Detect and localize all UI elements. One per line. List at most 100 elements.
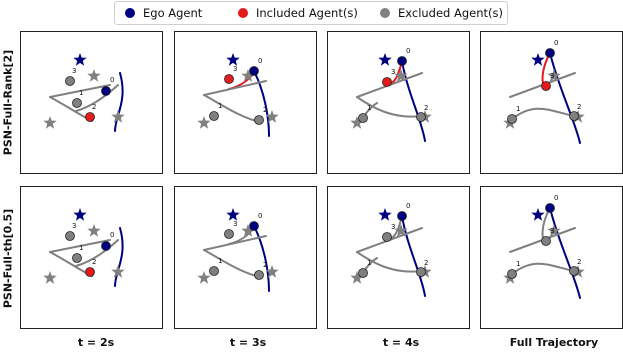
agent-marker [569, 111, 579, 121]
goal-star-icon [111, 265, 125, 278]
agent-id-label: 0 [110, 76, 114, 84]
goal-star-icon [111, 110, 125, 123]
agent-id-label: 2 [92, 258, 96, 266]
goal-star-icon [43, 116, 57, 129]
trajectory-line [203, 94, 257, 122]
trajectory-line [75, 239, 119, 267]
goal-star-icon [531, 208, 545, 221]
agent-marker [545, 203, 555, 213]
agent-id-label: 0 [406, 202, 410, 210]
agent-id-label: 2 [424, 259, 428, 267]
goal-star-icon [241, 69, 255, 82]
goal-star-icon [547, 224, 561, 237]
legend-item-ego: Ego Agent [125, 5, 202, 21]
agent-marker [545, 48, 555, 58]
panel-1-t2: 0 1 2 3 [20, 31, 163, 174]
trajectory-line [356, 96, 422, 118]
panel-frame [174, 186, 317, 329]
trajectory-line [401, 215, 426, 297]
agent-id-label: 1 [367, 259, 371, 267]
goal-star-icon [87, 224, 101, 237]
goal-star-icon [394, 224, 408, 237]
agent-marker [541, 81, 551, 91]
panel-1-full: 0 1 2 3 [480, 31, 623, 174]
agent-marker [209, 266, 219, 276]
agent-marker [541, 236, 551, 246]
agent-marker [397, 211, 407, 221]
agent-id-label: 3 [550, 227, 554, 235]
panel-1-t4: 0 1 2 3 [327, 31, 470, 174]
trajectory-line [356, 251, 422, 273]
agent-id-label: 2 [424, 104, 428, 112]
trajectory-line [203, 235, 267, 251]
goal-star-icon [547, 69, 561, 82]
agent-marker [72, 253, 82, 263]
agent-id-label: 0 [554, 194, 558, 202]
trajectory-line [114, 72, 124, 132]
agent-id-label: 3 [391, 68, 395, 76]
trajectory-line [253, 225, 270, 292]
goal-star-icon [241, 224, 255, 237]
agent-id-label: 3 [550, 72, 554, 80]
panel-frame [20, 31, 163, 174]
trajectory-line [511, 107, 575, 120]
agent-marker [65, 231, 75, 241]
agent-marker [85, 112, 95, 122]
agent-marker [101, 86, 111, 96]
col-label-full: Full Trajectory [509, 336, 599, 349]
panel-frame [327, 31, 470, 174]
goal-star-icon [226, 208, 240, 221]
legend-label: Ego Agent [143, 6, 203, 20]
col-label-t3: t = 3s [229, 336, 267, 349]
goal-star-icon [87, 69, 101, 82]
goal-star-icon [73, 53, 87, 66]
trajectory-line [549, 52, 581, 144]
agent-marker [358, 113, 368, 123]
agent-marker [358, 268, 368, 278]
agent-id-label: 3 [233, 65, 237, 73]
agent-marker [507, 114, 517, 124]
agent-marker [254, 270, 264, 280]
goal-star-icon [197, 116, 211, 129]
agent-marker [397, 56, 407, 66]
ego-dot-icon [125, 8, 135, 18]
panel-frame [20, 186, 163, 329]
agent-id-label: 3 [391, 223, 395, 231]
agent-marker [85, 267, 95, 277]
agent-id-label: 1 [79, 89, 83, 97]
agent-id-label: 3 [72, 67, 76, 75]
agent-marker [416, 267, 426, 277]
agent-marker [101, 241, 111, 251]
agent-id-label: 1 [218, 257, 222, 265]
row-label-rank: PSN-Full-Rank[2] [1, 49, 15, 156]
agent-marker [224, 74, 234, 84]
agent-id-label: 1 [367, 104, 371, 112]
goal-star-icon [350, 271, 364, 284]
goal-star-icon [265, 265, 279, 278]
col-label-t2: t = 2s [77, 336, 115, 349]
agent-id-label: 2 [577, 258, 581, 266]
goal-star-icon [265, 110, 279, 123]
legend-label: Excluded Agent(s) [398, 6, 504, 20]
trajectory-line [253, 70, 270, 137]
col-label-t4: t = 4s [382, 336, 420, 349]
agent-marker [249, 66, 259, 76]
trajectory-line [203, 80, 267, 96]
panel-1-t3: 0 1 2 3 [174, 31, 317, 174]
agent-id-label: 1 [218, 102, 222, 110]
goal-star-icon [73, 208, 87, 221]
trajectory-line [549, 207, 581, 299]
trajectory-line [114, 227, 124, 287]
goal-star-icon [43, 271, 57, 284]
agent-marker [249, 221, 259, 231]
agent-marker [65, 76, 75, 86]
trajectory-line [401, 60, 426, 142]
agent-id-label: 3 [72, 222, 76, 230]
agent-marker [507, 269, 517, 279]
legend-label: Included Agent(s) [256, 6, 358, 20]
excluded-dot-icon [380, 8, 390, 18]
agent-id-label: 2 [263, 106, 267, 114]
agent-marker [254, 115, 264, 125]
goal-star-icon [226, 53, 240, 66]
goal-star-icon [531, 53, 545, 66]
